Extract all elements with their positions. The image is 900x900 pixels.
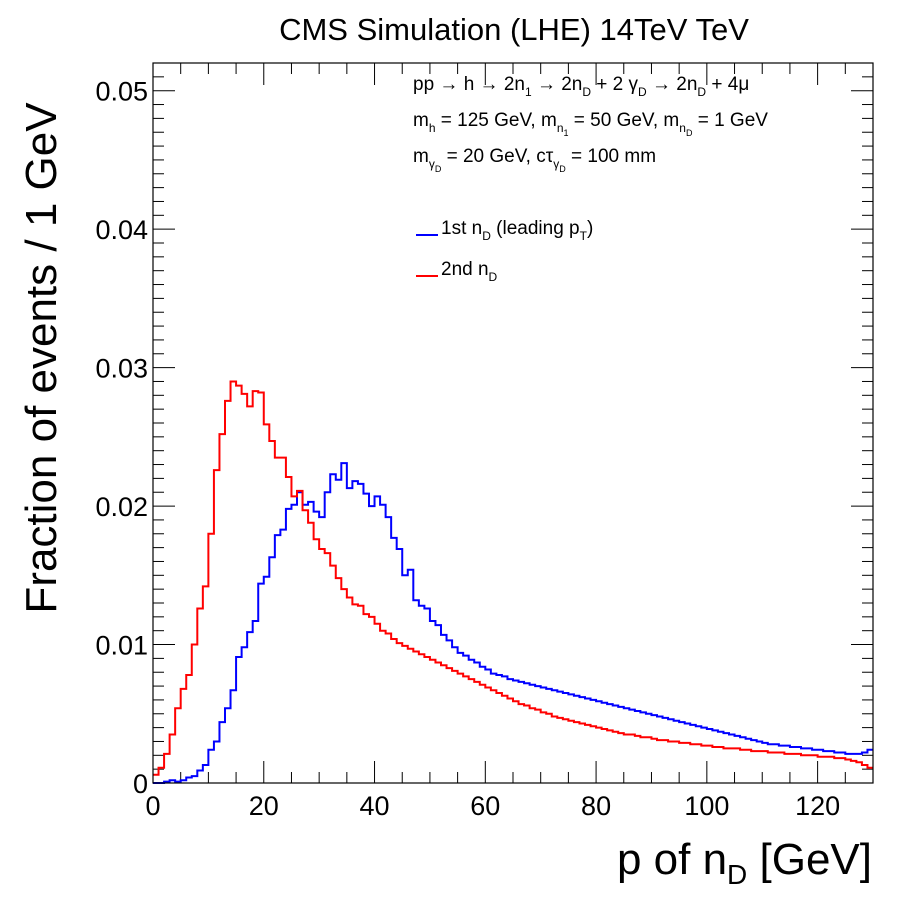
plot-frame — [152, 62, 874, 784]
y-tick-label: 0.02 — [95, 492, 148, 522]
x-tick-label: 120 — [795, 791, 840, 821]
x-tick-label: 80 — [581, 791, 611, 821]
y-tick-label: 0.03 — [95, 354, 148, 384]
x-tick-label: 20 — [249, 791, 279, 821]
axis-ticks — [152, 62, 874, 784]
annotation-line-2: mh = 125 GeV, mn1 = 50 GeV, mnD = 1 GeV — [413, 110, 768, 138]
y-axis-label: Fraction of events / 1 GeV — [17, 102, 66, 614]
annotation-line-3: mγD = 20 GeV, cτγD = 100 mm — [413, 146, 656, 174]
series-group — [153, 380, 873, 784]
annotation-line-1: pp → h → 2n1 → 2nD + 2 γD → 2nD + 4μ — [413, 74, 749, 99]
legend: 1st nD (leading pT) 2nd nD — [416, 218, 593, 284]
tick-labels: 0 20 40 60 80 100 120 0 0.01 0.02 0.03 0.04 0.05 — [95, 77, 840, 821]
x-axis-label: p of nD [GeV] — [617, 835, 872, 890]
legend-label-1: 1st nD (leading pT) — [441, 218, 593, 243]
legend-label-2: 2nd nD — [441, 259, 498, 284]
series-line-1 — [153, 462, 873, 784]
x-tick-label: 100 — [684, 791, 729, 821]
x-tick-label: 0 — [145, 791, 160, 821]
chart-title: CMS Simulation (LHE) 14TeV TeV — [279, 12, 749, 47]
series-line-2 — [153, 380, 873, 776]
annotation-block: pp → h → 2n1 → 2nD + 2 γD → 2nD + 4μ mh =… — [413, 74, 768, 174]
y-tick-label: 0 — [133, 769, 148, 799]
y-tick-label: 0.04 — [95, 215, 148, 245]
y-axis-label-text: Fraction of events / 1 GeV — [17, 102, 66, 614]
y-tick-label: 0.01 — [95, 631, 148, 661]
x-tick-label: 40 — [360, 791, 390, 821]
y-tick-label: 0.05 — [95, 77, 148, 107]
x-tick-label: 60 — [470, 791, 500, 821]
